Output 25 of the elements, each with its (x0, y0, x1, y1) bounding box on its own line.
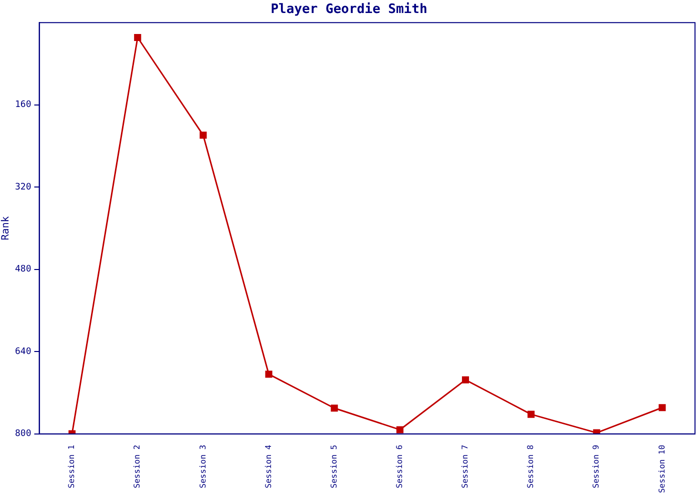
y-tick-label: 320 (14, 182, 32, 192)
y-tick-label: 640 (14, 346, 32, 357)
x-tick-label: Session 10 (657, 444, 666, 494)
y-axis-title: Rank (0, 216, 12, 240)
point (528, 410, 535, 418)
point (330, 404, 338, 412)
y-tick-label: 480 (14, 264, 32, 275)
x-tick-label: Session 2 (132, 444, 142, 488)
x-tick-label: Session 4 (264, 444, 273, 488)
point (462, 376, 470, 384)
x-tick-label: Session 8 (526, 444, 536, 488)
x-tick-label: Session 7 (460, 444, 470, 488)
x-tick-label: Session 3 (198, 444, 208, 488)
point (134, 34, 142, 42)
point (396, 426, 404, 434)
point (265, 370, 272, 378)
point (200, 132, 207, 139)
point (658, 404, 666, 412)
x-tick-label: Session 1 (67, 444, 76, 488)
y-tick-label: 160 (14, 100, 32, 110)
chart-title: Player Geordie Smith (270, 2, 428, 18)
y-tick-label: 800 (14, 429, 32, 440)
x-tick-label: Session 5 (329, 444, 338, 488)
x-tick-label: Session 9 (592, 444, 601, 488)
x-tick-label: Session 6 (394, 444, 404, 488)
